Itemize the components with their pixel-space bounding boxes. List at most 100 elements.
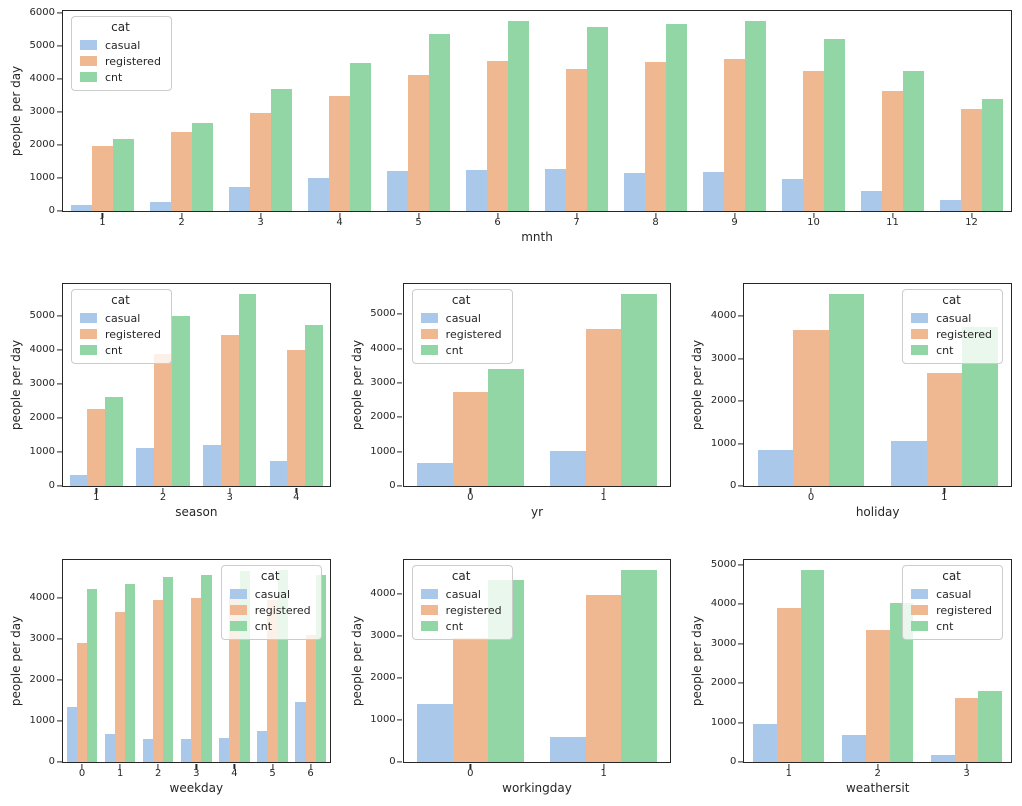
legend-swatch-cnt — [911, 621, 929, 631]
legend-item-label: cnt — [105, 343, 123, 357]
bar-cnt-1 — [125, 584, 136, 762]
y-tick — [397, 451, 403, 453]
y-tick-label: 3000 — [29, 106, 55, 117]
x-axis-label: workingday — [502, 781, 572, 795]
y-tick-label: 1000 — [29, 172, 55, 183]
y-tick-label: 5000 — [370, 308, 396, 320]
legend: cat casual registered cnt — [411, 565, 513, 640]
y-tick — [56, 349, 62, 351]
x-axis-label: yr — [530, 505, 544, 519]
bar-casual-5 — [257, 731, 268, 762]
bar-cnt-3 — [271, 89, 293, 211]
x-tick — [101, 212, 104, 218]
bar-casual-2 — [842, 734, 866, 762]
bar-casual-1 — [69, 474, 88, 486]
y-tick-label: 2000 — [29, 139, 55, 150]
bar-cnt-6 — [508, 20, 530, 211]
y-tick — [397, 719, 403, 721]
y-tick — [56, 111, 62, 113]
legend-swatch-cnt — [911, 345, 929, 355]
bar-casual-0 — [66, 707, 77, 762]
x-tick — [195, 763, 197, 769]
x-tick — [469, 487, 471, 493]
y-tick-label: 4000 — [29, 591, 55, 603]
bar-registered-3 — [954, 698, 979, 762]
x-axis-label: season — [175, 505, 218, 519]
bar-casual-11 — [860, 190, 882, 211]
legend-swatch-casual — [80, 313, 97, 323]
bar-registered-0 — [452, 392, 489, 486]
bar-cnt-4 — [239, 570, 250, 762]
legend-item-label: casual — [936, 311, 972, 325]
legend-title: cat — [111, 293, 130, 307]
bar-registered-2 — [170, 132, 193, 211]
legend-item-casual: casual — [911, 310, 992, 326]
y-tick — [56, 12, 62, 14]
y-tick — [56, 720, 62, 722]
bar-casual-1 — [70, 204, 92, 211]
legend-swatch-casual — [911, 313, 929, 323]
y-tick — [397, 593, 403, 595]
y-tick-label: 1000 — [370, 714, 396, 726]
y-tick-label: 4000 — [29, 343, 55, 355]
bar-casual-0 — [417, 704, 453, 762]
bar-cnt-3 — [238, 293, 257, 486]
y-tick — [56, 761, 62, 763]
y-tick-label: 1000 — [370, 445, 396, 457]
x-tick — [259, 212, 262, 218]
y-tick — [397, 382, 403, 384]
legend-item-label: registered — [254, 603, 311, 617]
legend-item-casual: casual — [80, 37, 161, 53]
legend-item-label: casual — [105, 38, 141, 52]
y-tick — [397, 313, 403, 315]
legend-item-label: casual — [445, 311, 481, 325]
x-tick-label: 1 — [99, 217, 106, 228]
x-tick-label: 2 — [159, 492, 167, 503]
y-tick — [56, 451, 62, 453]
legend-item-label: registered — [445, 327, 502, 341]
legend-title: cat — [111, 20, 130, 34]
y-axis-label: people per day — [349, 615, 364, 707]
y-tick — [737, 400, 743, 402]
y-tick-label: 4000 — [370, 342, 396, 354]
bar-registered-6 — [305, 635, 316, 762]
bar-casual-1 — [891, 440, 927, 486]
y-tick — [397, 761, 403, 763]
x-tick — [233, 763, 236, 769]
bar-cnt-1 — [800, 569, 825, 762]
legend-item-cnt: cnt — [420, 618, 502, 634]
y-tick-label: 4000 — [29, 73, 55, 84]
x-tick — [157, 763, 159, 769]
y-tick — [737, 603, 743, 605]
x-tick-label: 1 — [600, 492, 607, 503]
legend-item-casual: casual — [420, 586, 502, 602]
y-tick-label: 0 — [729, 756, 737, 767]
bar-casual-2 — [149, 202, 171, 211]
x-tick — [733, 212, 736, 218]
x-tick-label: 0 — [78, 768, 86, 779]
y-tick — [397, 485, 403, 487]
legend: cat casual registered cnt — [71, 16, 172, 91]
plot-area-weekday: 0 1000 2000 3000 4000 0 1 2 3 4 5 6 weekday people pe… — [9, 559, 331, 794]
bar-cnt-7 — [587, 27, 609, 211]
bar-registered-0 — [76, 643, 88, 762]
x-tick — [81, 763, 83, 769]
x-tick — [812, 212, 815, 218]
legend-swatch-casual — [420, 589, 438, 599]
legend-item-label: registered — [936, 327, 993, 341]
legend-swatch-registered — [80, 329, 97, 339]
bar-registered-5 — [267, 600, 278, 762]
bar-casual-9 — [702, 172, 724, 211]
y-tick — [737, 485, 743, 487]
x-tick-label: 3 — [193, 768, 200, 779]
legend-item-registered: registered — [80, 53, 161, 69]
bar-casual-3 — [203, 445, 221, 486]
y-tick-label: 6000 — [29, 7, 55, 18]
y-tick — [56, 485, 62, 487]
y-tick — [56, 417, 62, 419]
bar-registered-4 — [328, 96, 351, 211]
x-axis-label: mnth — [521, 230, 553, 244]
y-tick — [56, 638, 62, 640]
bar-casual-4 — [307, 177, 329, 211]
y-tick-label: 2000 — [370, 411, 396, 423]
